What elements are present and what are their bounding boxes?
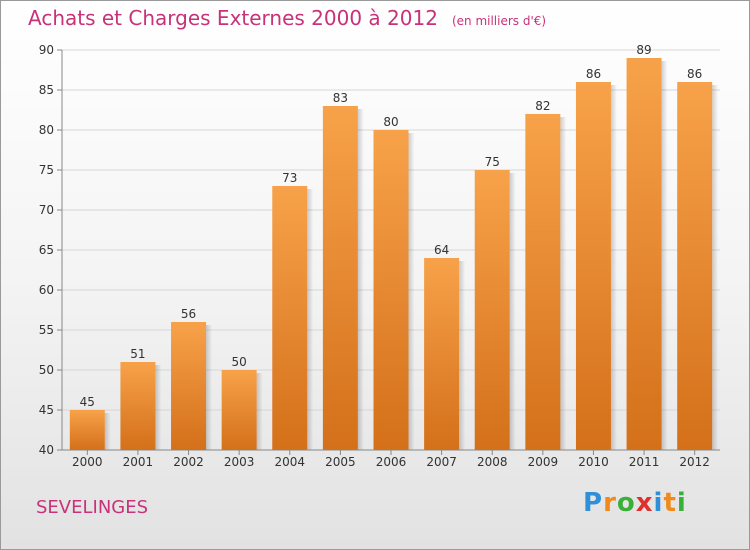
value-label: 51 <box>130 347 145 361</box>
y-tick-label: 75 <box>39 163 54 177</box>
value-label: 89 <box>636 43 651 57</box>
logo-letter: o <box>616 488 636 518</box>
bar-shadow <box>509 173 516 450</box>
logo-letter: i <box>676 488 687 518</box>
proxiti-logo: Proxiti <box>583 488 687 518</box>
axes: 40 45 50 55 60 65 70 75 80 85 90 2000 2001 2002 2003 20… <box>39 43 720 469</box>
bar <box>575 82 611 450</box>
bar-shadow <box>661 61 668 450</box>
x-tick-label: 2003 <box>224 455 255 469</box>
bar <box>322 106 358 450</box>
value-label: 82 <box>535 99 550 113</box>
location-name: SEVELINGES <box>36 497 149 518</box>
x-tick-label: 2008 <box>477 455 508 469</box>
bar-shadow <box>610 85 617 450</box>
value-label: 56 <box>181 307 196 321</box>
y-tick-label: 60 <box>39 283 54 297</box>
bar-shadow <box>155 365 162 450</box>
chart-title: Achats et Charges Externes 2000 à 2012 (e… <box>28 6 546 30</box>
bar <box>474 170 510 450</box>
y-tick-label: 40 <box>39 443 54 457</box>
value-label: 50 <box>232 355 247 369</box>
bar <box>120 362 156 450</box>
bar <box>171 322 207 450</box>
x-tick-label: 2002 <box>173 455 204 469</box>
value-label: 75 <box>485 155 500 169</box>
bars: 45 51 56 50 73 83 80 64 75 82 86 89 86 <box>69 43 719 450</box>
value-label: 80 <box>383 115 398 129</box>
y-tick-label: 70 <box>39 203 54 217</box>
x-tick-label: 2010 <box>578 455 609 469</box>
y-tick-label: 50 <box>39 363 54 377</box>
value-label: 73 <box>282 171 297 185</box>
logo-letter: t <box>663 488 677 518</box>
x-tick-label: 2001 <box>123 455 154 469</box>
bar-shadow <box>206 325 213 450</box>
bar-shadow <box>104 413 111 450</box>
value-label: 83 <box>333 91 348 105</box>
bar <box>525 114 561 450</box>
bar <box>424 258 460 450</box>
value-label: 45 <box>80 395 95 409</box>
chart-unit: (en milliers d'€) <box>451 14 547 28</box>
bar <box>69 410 105 450</box>
x-tick-label: 2006 <box>376 455 407 469</box>
bar-shadow <box>256 373 263 450</box>
x-tick-label: 2011 <box>629 455 660 469</box>
value-label: 86 <box>586 67 601 81</box>
x-tick-label: 2004 <box>274 455 305 469</box>
bar-shadow <box>307 189 314 450</box>
value-label: 64 <box>434 243 449 257</box>
y-tick-label: 80 <box>39 123 54 137</box>
bar-shadow <box>357 109 364 450</box>
bar-shadow <box>712 85 719 450</box>
x-tick-label: 2007 <box>426 455 457 469</box>
value-label: 86 <box>687 67 702 81</box>
logo-letter: r <box>603 488 617 518</box>
bar-shadow <box>408 133 415 450</box>
x-tick-label: 2005 <box>325 455 356 469</box>
y-tick-label: 90 <box>39 43 54 57</box>
bar <box>272 186 308 450</box>
bar <box>626 58 662 450</box>
bar <box>373 130 409 450</box>
x-tick-label: 2012 <box>679 455 710 469</box>
bar <box>677 82 713 450</box>
bar <box>221 370 257 450</box>
logo-letter: P <box>583 488 604 518</box>
title-text: Achats et Charges Externes 2000 à 2012 <box>28 6 438 30</box>
y-tick-label: 65 <box>39 243 54 257</box>
bar-shadow <box>459 261 466 450</box>
x-tick-label: 2000 <box>72 455 103 469</box>
logo-letter: i <box>653 488 664 518</box>
logo-letter: x <box>635 488 654 518</box>
x-tick-label: 2009 <box>528 455 559 469</box>
y-tick-label: 85 <box>39 83 54 97</box>
y-tick-label: 55 <box>39 323 54 337</box>
bar-shadow <box>560 117 567 450</box>
y-tick-label: 45 <box>39 403 54 417</box>
